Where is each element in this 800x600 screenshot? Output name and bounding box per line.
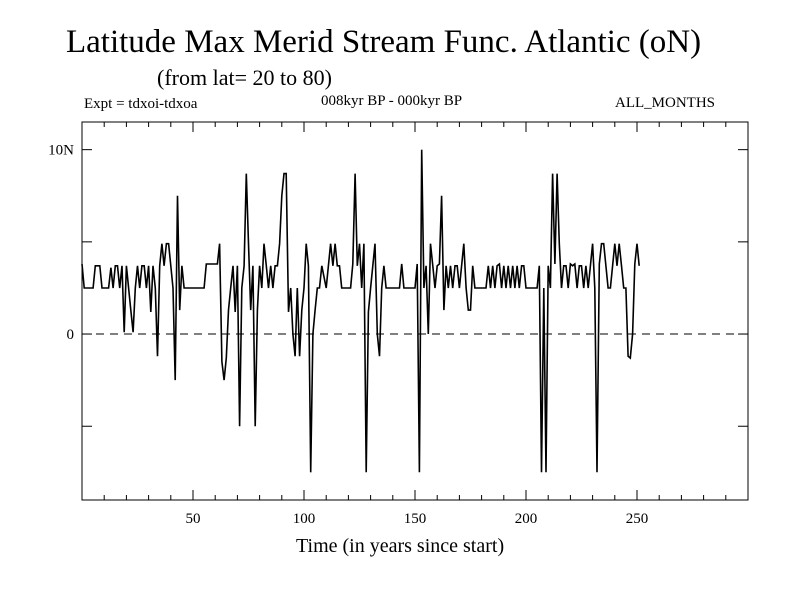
months-label: ALL_MONTHS: [615, 95, 715, 111]
series-line-1: [81, 149, 640, 473]
y-axis-ticks: 10N 0: [48, 143, 748, 427]
chart-title: Latitude Max Merid Stream Func. Atlantic…: [66, 24, 702, 60]
x-tick-label: 150: [404, 511, 427, 527]
x-axis-label: Time (in years since start): [296, 535, 505, 557]
experiment-label: Expt = tdxoi-tdxoa: [84, 96, 198, 112]
plot-frame: [81, 121, 749, 501]
chart-subtitle: (from lat= 20 to 80): [157, 65, 332, 90]
x-tick-label: 100: [293, 511, 316, 527]
series-group: [81, 149, 640, 473]
period-label: 008kyr BP - 000kyr BP: [321, 93, 463, 109]
x-tick-label: 250: [626, 511, 649, 527]
x-tick-label: 200: [515, 511, 538, 527]
y-tick-label: 0: [67, 327, 75, 343]
x-tick-label: 50: [186, 511, 201, 527]
x-axis-ticks: 50 100 150 200 250: [103, 122, 727, 527]
y-tick-label: 10N: [48, 143, 74, 159]
